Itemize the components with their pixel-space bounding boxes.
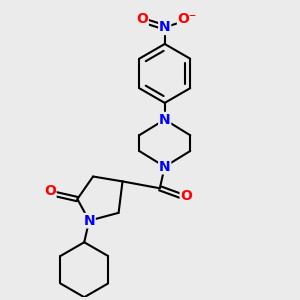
Text: O: O (136, 13, 148, 26)
Text: O⁻: O⁻ (178, 13, 197, 26)
Text: N: N (159, 160, 170, 174)
Text: N: N (83, 214, 95, 228)
Text: O: O (180, 189, 192, 203)
Text: N: N (159, 20, 170, 34)
Text: N: N (159, 112, 170, 127)
Text: O: O (44, 184, 56, 198)
